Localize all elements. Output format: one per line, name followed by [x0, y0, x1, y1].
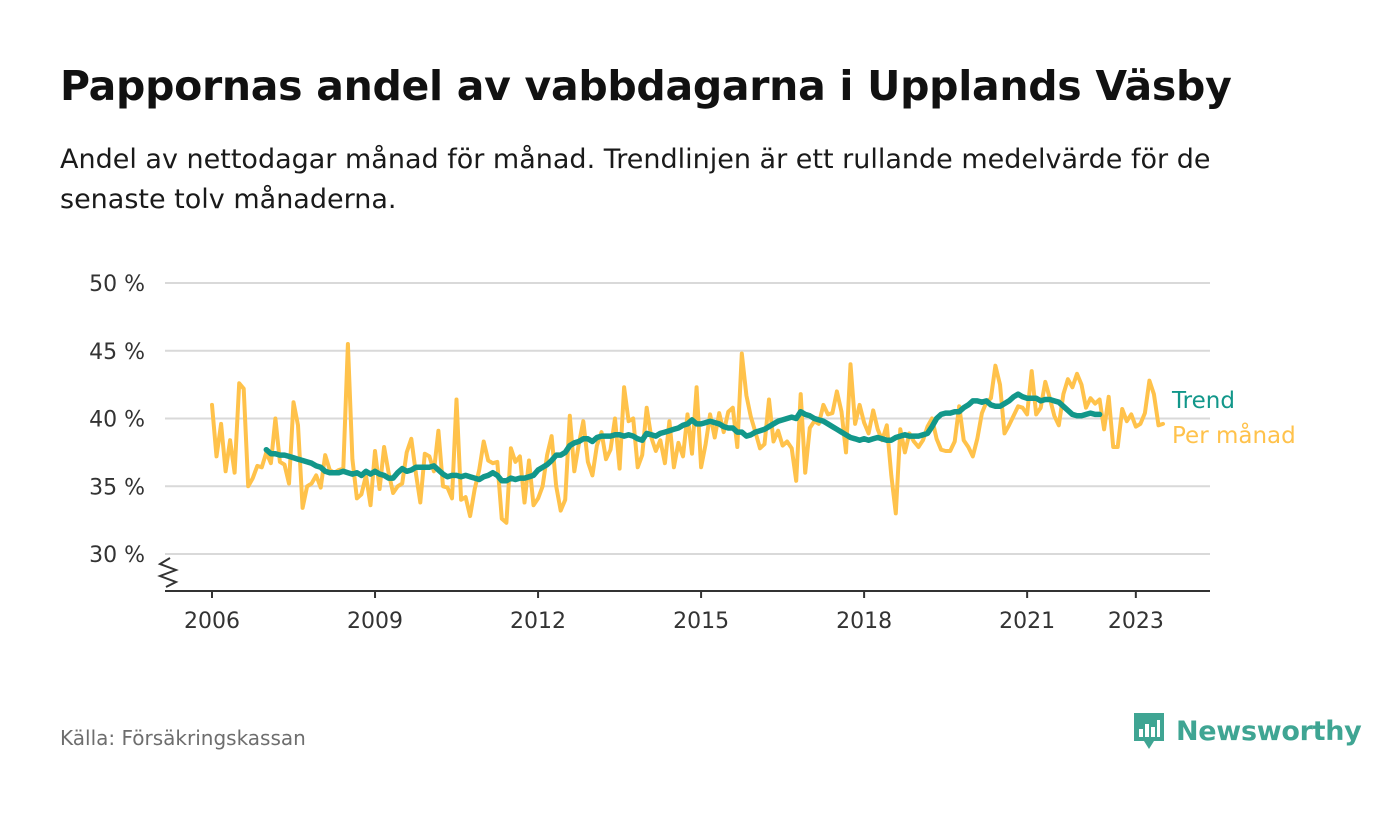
x-tick-label: 2015 [673, 609, 729, 634]
data-points [211, 343, 1164, 523]
line-chart: 30 % 35 % 40 % 45 % 50 % 2006 2009 2012 2015 201… [89, 272, 1296, 634]
x-axis [157, 557, 1210, 592]
newsworthy-logo-icon [1134, 713, 1164, 749]
x-tick-label: 2012 [510, 609, 566, 634]
x-tick-label: 2006 [184, 609, 240, 634]
x-tick-label: 2009 [347, 609, 403, 634]
y-axis-break-icon [157, 557, 179, 588]
series-line-monthly [210, 342, 1165, 525]
series-label-monthly: Per månad [1172, 421, 1296, 449]
series-lines [210, 342, 1165, 525]
x-tick-label: 2023 [1108, 609, 1164, 634]
y-axis-tick-labels: 30 % 35 % 40 % 45 % 50 % [89, 272, 145, 568]
source-note: Källa: Försäkringskassan [60, 726, 306, 750]
chart-title: Pappornas andel av vabbdagarna i Uppland… [60, 62, 1232, 110]
y-tick-label: 30 % [89, 543, 145, 568]
series-label-trend: Trend [1171, 388, 1235, 414]
y-tick-label: 45 % [89, 340, 145, 365]
y-tick-label: 35 % [89, 475, 145, 500]
y-tick-label: 40 % [89, 408, 145, 433]
x-tick-label: 2021 [999, 609, 1055, 634]
y-tick-label: 50 % [89, 272, 145, 297]
x-tick-label: 2018 [836, 609, 892, 634]
series-line-trend [263, 391, 1103, 484]
chart-subtitle: Andel av nettodagar månad för månad. Tre… [60, 144, 1211, 215]
x-axis-tick-labels: 2006 2009 2012 2015 2018 2021 2023 [184, 591, 1164, 634]
series-labels: Trend Per månad [1171, 388, 1296, 449]
brand-name: Newsworthy [1176, 715, 1362, 747]
brand-logo: Newsworthy [1132, 711, 1362, 751]
